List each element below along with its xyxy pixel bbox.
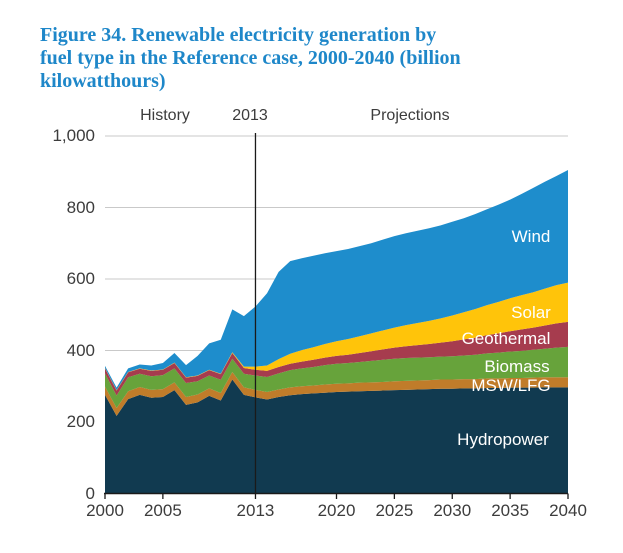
y-axis-tick-label: 200 [66,412,95,431]
area-label-wind: Wind [511,227,551,246]
x-axis-tick-label: 2005 [143,501,182,520]
area-label-biomass: Biomass [484,357,550,376]
y-axis-tick-label: 0 [85,483,95,503]
y-axis-tick-label: 800 [66,197,95,217]
area-geothermal [105,321,568,396]
area-hydropower [105,379,568,494]
y-axis-tick-label: 400 [66,340,95,360]
y-axis-tick-label: 1,000 [52,126,95,145]
figure-title: Figure 34. Renewable electricity generat… [40,24,461,93]
history-label: History [140,107,190,124]
figure-title-line-3: kilowatthours) [40,70,166,92]
x-axis-tick-label: 2040 [549,501,587,520]
y-axis-tick-label: 600 [66,269,95,288]
area-label-hydropower: Hydropower [457,430,549,449]
figure-title-line-1: Figure 34. Renewable electricity generat… [40,24,437,46]
area-label-msw-lfg: MSW/LFG [471,376,551,395]
x-axis-tick-label: 2020 [317,501,356,520]
x-axis-tick-label: 2035 [491,501,530,520]
area-msw-lfg [105,371,568,416]
area-solar [105,282,568,391]
x-axis-tick-label: 2013 [236,501,275,520]
x-axis-tick-label: 2000 [86,501,124,520]
area-biomass [105,346,568,409]
area-wind [105,169,568,391]
projections-label: Projections [370,107,450,124]
divider-year-label: 2013 [232,107,268,124]
area-label-solar: Solar [511,303,551,322]
x-axis-tick-label: 2030 [433,501,472,520]
x-axis-tick-label: 2025 [375,501,414,520]
area-label-geothermal: Geothermal [461,329,551,348]
figure-title-line-2: fuel type in the Reference case, 2000-20… [40,47,461,69]
